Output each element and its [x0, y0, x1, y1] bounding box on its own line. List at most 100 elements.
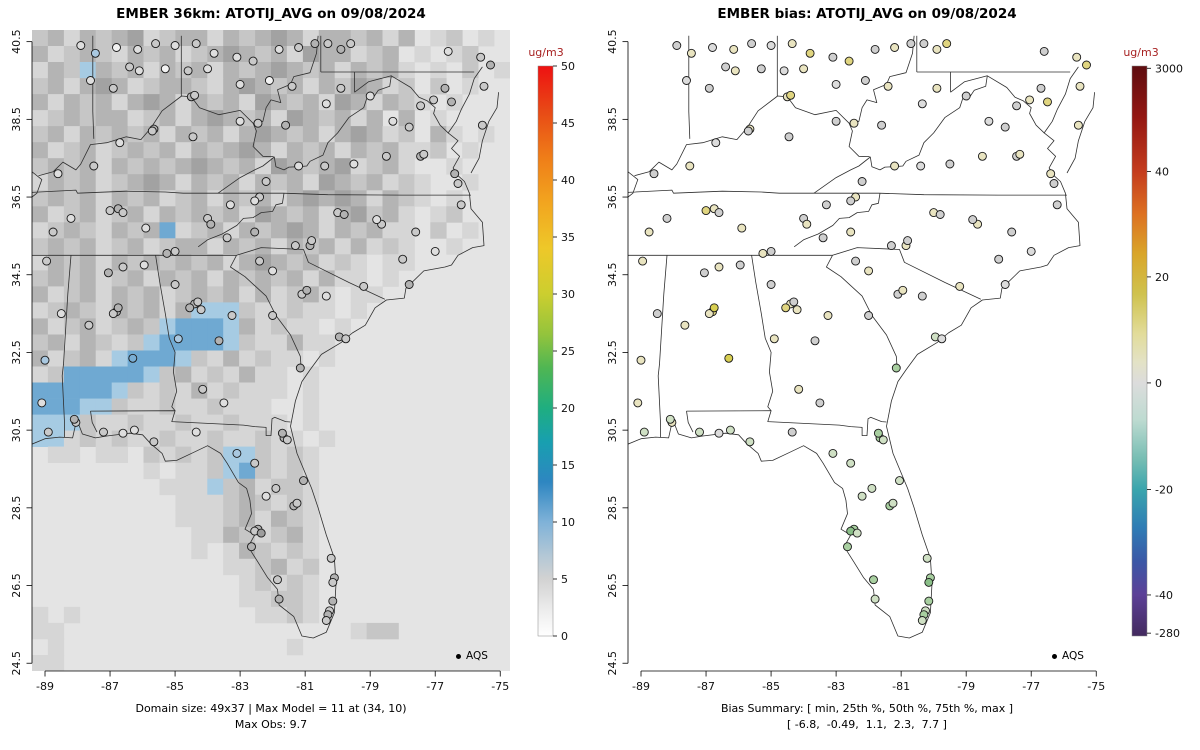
raster-cell — [366, 174, 383, 191]
raster-cell — [223, 254, 240, 271]
station-point — [818, 233, 828, 243]
raster-cell — [159, 350, 176, 367]
raster-cell — [366, 46, 383, 63]
raster-cell — [302, 526, 320, 544]
state-border-line — [155, 255, 178, 411]
raster-cell — [95, 110, 112, 127]
station-point — [781, 303, 791, 313]
raster-cell — [207, 318, 224, 335]
station-point — [846, 458, 856, 468]
raster-cell — [350, 78, 367, 95]
station-point — [321, 291, 331, 301]
station-point — [232, 448, 242, 458]
raster-cell — [175, 430, 192, 447]
raster-cell — [223, 350, 240, 367]
station-point — [787, 39, 797, 49]
raster-cell — [191, 222, 208, 239]
raster-cell — [334, 238, 351, 255]
state-border-line — [628, 189, 1067, 196]
y-tick-label: 30.5 — [10, 418, 23, 443]
raster-cell — [255, 414, 272, 431]
colorbar-tick-label: -40 — [1155, 589, 1173, 602]
station-point — [321, 616, 331, 625]
station-point — [139, 260, 149, 270]
raster-cell — [366, 30, 383, 47]
colorbar-tick-label: 10 — [561, 516, 575, 529]
raster-cell — [111, 414, 128, 431]
station-point — [90, 48, 100, 58]
station-point — [261, 491, 271, 501]
raster-cell — [175, 142, 192, 159]
raster-cell — [302, 270, 320, 287]
raster-cell — [255, 238, 272, 255]
raster-cell — [494, 62, 510, 79]
raster-cell — [286, 270, 304, 287]
station-point — [968, 215, 978, 225]
raster-cell — [32, 606, 49, 624]
raster-cell — [111, 222, 128, 239]
station-point — [864, 311, 874, 320]
raster-cell — [223, 494, 240, 512]
station-point — [699, 268, 709, 278]
raster-cell — [302, 158, 320, 175]
raster-cell — [32, 46, 49, 63]
station-point — [1039, 46, 1049, 56]
station-point — [349, 159, 359, 169]
raster-cell — [63, 94, 81, 111]
y-tick-label: 36.5 — [10, 185, 23, 210]
raster-cell — [334, 126, 351, 143]
colorbar-tick-label: 0 — [1155, 377, 1162, 390]
raster-cell — [350, 238, 367, 255]
raster-cell — [350, 142, 367, 159]
raster-cell — [350, 126, 367, 143]
raster-cell — [79, 366, 97, 383]
raster-cell — [63, 110, 81, 127]
station-point — [725, 425, 735, 435]
raster-cell — [63, 126, 81, 143]
station-point — [1049, 179, 1059, 188]
y-tick-label: 28.5 — [10, 496, 23, 521]
raster-cell — [143, 414, 160, 431]
raster-cell — [63, 30, 81, 47]
station-point — [792, 305, 802, 315]
raster-cell — [302, 446, 320, 463]
station-point — [302, 285, 312, 295]
raster-cell — [239, 430, 256, 447]
raster-cell — [191, 350, 208, 367]
station-point — [273, 575, 282, 585]
raster-cell — [47, 446, 65, 463]
station-point — [662, 213, 672, 223]
raster-cell — [239, 590, 256, 608]
raster-cell — [111, 366, 128, 383]
station-point — [328, 596, 338, 606]
station-point — [714, 262, 724, 272]
raster-cell — [271, 494, 288, 512]
raster-cell — [207, 302, 224, 319]
raster-cell — [239, 174, 256, 191]
raster-cell — [302, 190, 320, 207]
station-point — [404, 280, 414, 289]
raster-cell — [47, 30, 65, 47]
station-point — [704, 309, 714, 319]
raster-cell — [302, 78, 320, 95]
state-border-line — [832, 247, 981, 300]
raster-cell — [223, 414, 240, 431]
raster-cell — [271, 526, 288, 544]
raster-cell — [223, 542, 240, 560]
station-point — [916, 161, 926, 171]
station-point — [821, 200, 831, 210]
station-point — [125, 62, 135, 72]
station-point — [264, 76, 274, 85]
raster-cell — [478, 126, 495, 143]
raster-cell — [302, 606, 320, 624]
station-point — [917, 616, 927, 625]
raster-cell — [255, 158, 272, 175]
raster-cell — [143, 78, 160, 95]
raster-cell — [239, 254, 256, 271]
station-point — [193, 297, 203, 307]
raster-cell — [63, 334, 81, 351]
raster-cell — [255, 142, 272, 159]
raster-cell — [47, 94, 65, 111]
station-point — [388, 116, 398, 126]
raster-cell — [223, 110, 240, 127]
